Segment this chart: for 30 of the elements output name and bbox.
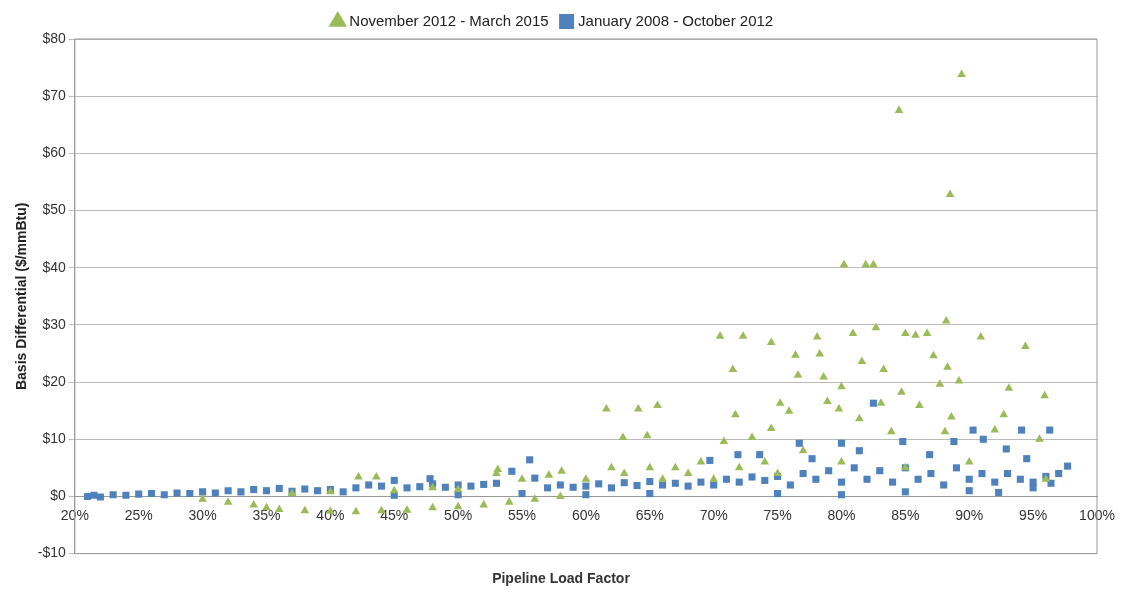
- x-axis-title: Pipeline Load Factor: [491, 570, 631, 586]
- x-tick-label: 55%: [508, 506, 537, 523]
- legend-label: January 2008 - October 2012: [578, 11, 774, 29]
- x-tick-label: 60%: [571, 506, 600, 523]
- x-tick-label: 100%: [1079, 506, 1115, 523]
- y-axis-title: Basis Differential ($/mmBtu): [13, 202, 30, 391]
- y-tick-label: $40: [42, 258, 67, 275]
- x-tick-label: 25%: [124, 506, 153, 523]
- x-tick-label: 40%: [316, 506, 345, 523]
- legend-label: November 2012 - March 2015: [349, 11, 549, 29]
- x-tick-label: 35%: [252, 506, 281, 523]
- x-tick-label: 30%: [188, 506, 217, 523]
- x-tick-label: 65%: [635, 506, 664, 523]
- x-tick-label: 70%: [699, 506, 728, 523]
- y-tick-label: $20: [42, 372, 67, 389]
- y-tick-label: $10: [42, 430, 67, 447]
- y-tick-label: $30: [42, 315, 67, 332]
- x-tick-label: 80%: [827, 506, 856, 523]
- y-tick-label: $60: [42, 144, 67, 161]
- x-tick-label: 90%: [955, 506, 984, 523]
- x-tick-label: 85%: [891, 506, 920, 523]
- x-tick-label: 75%: [763, 506, 792, 523]
- x-tick-label: 95%: [1019, 506, 1048, 523]
- y-tick-label: $80: [42, 29, 67, 46]
- y-tick-label: $0: [50, 487, 67, 504]
- y-tick-label: $50: [42, 201, 67, 218]
- y-tick-label: $70: [42, 87, 67, 104]
- x-tick-label: 45%: [380, 506, 409, 523]
- x-tick-label: 50%: [444, 506, 473, 523]
- y-tick-label: -$10: [37, 544, 67, 561]
